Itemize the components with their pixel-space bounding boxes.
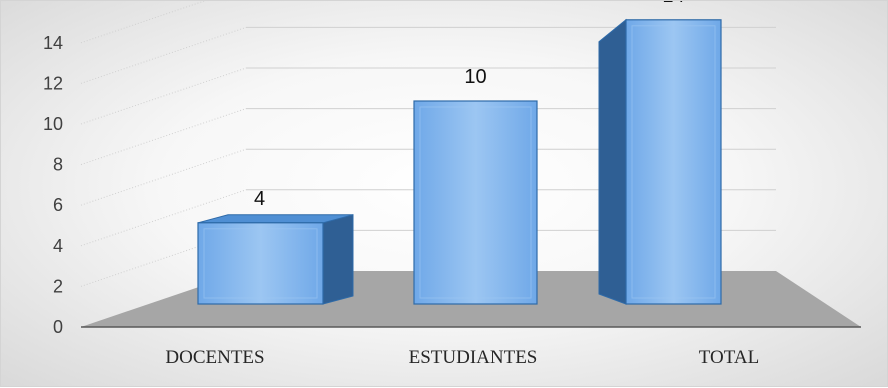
gridline-depth — [80, 229, 247, 287]
y-tick-label: 6 — [53, 195, 63, 215]
gridline-depth — [80, 148, 247, 206]
gridline-depth — [80, 108, 247, 166]
x-category-label: DOCENTES — [165, 347, 264, 368]
data-label: 4 — [254, 188, 265, 210]
x-category-label: TOTAL — [699, 347, 759, 368]
y-tick-label: 12 — [43, 73, 63, 93]
gridline-depth — [80, 189, 247, 247]
bar-bevel — [203, 228, 318, 299]
y-tick-label: 0 — [53, 317, 63, 337]
bar-total — [598, 18, 722, 305]
x-category-label: ESTUDIANTES — [409, 347, 538, 368]
y-tick-label: 10 — [43, 114, 63, 134]
gridline-depth — [80, 67, 247, 125]
gridline-depth — [80, 26, 247, 84]
bar-side-face — [598, 18, 627, 305]
gridline-depth — [80, 1, 206, 44]
bar-bevel — [419, 106, 532, 299]
data-label: 10 — [464, 66, 486, 88]
y-tick-label: 4 — [53, 236, 63, 256]
bar-side-face — [322, 214, 354, 305]
y-tick-label: 2 — [53, 276, 63, 296]
bar-front-face — [413, 100, 538, 305]
y-tick-label: 8 — [53, 155, 63, 175]
y-tick-label: 14 — [43, 33, 63, 53]
bar-front-face — [625, 19, 722, 305]
bar-bevel — [631, 25, 716, 299]
bar-docentes — [197, 214, 354, 305]
bar-estudiantes — [413, 100, 538, 305]
bar-front-face — [197, 222, 324, 305]
data-label: 14 — [662, 1, 684, 7]
